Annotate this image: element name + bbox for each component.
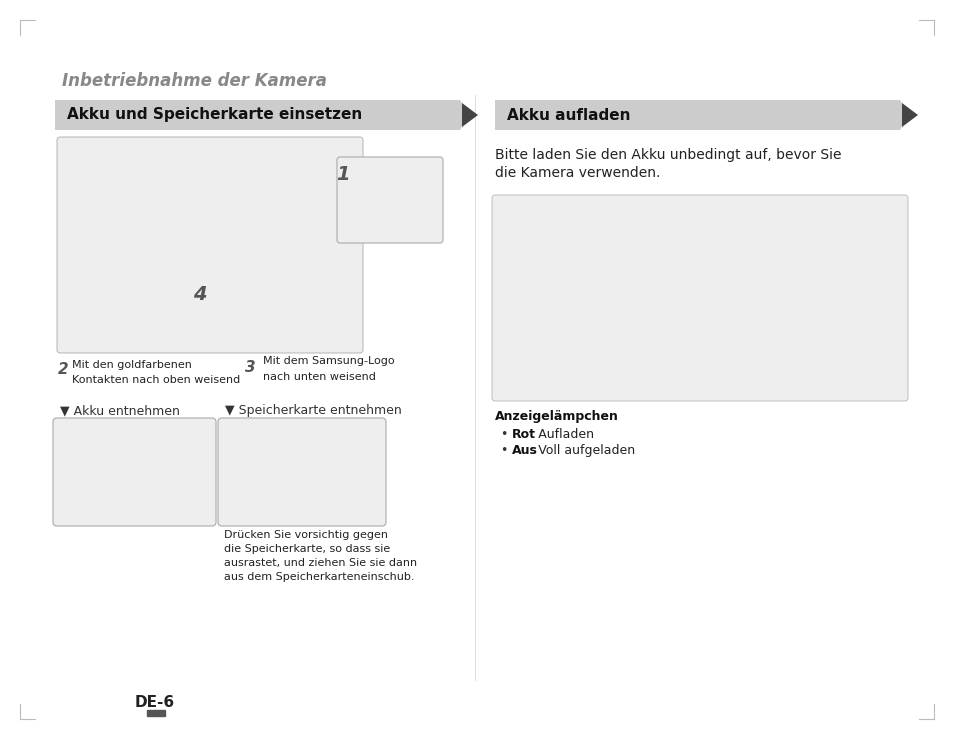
Text: Kontakten nach oben weisend: Kontakten nach oben weisend	[71, 375, 240, 385]
Polygon shape	[901, 103, 917, 127]
Text: nach unten weisend: nach unten weisend	[263, 372, 375, 382]
Text: Aus: Aus	[512, 444, 537, 457]
Text: Anzeigelämpchen: Anzeigelämpchen	[495, 410, 618, 423]
Text: 4: 4	[193, 285, 207, 304]
Polygon shape	[55, 100, 470, 130]
FancyBboxPatch shape	[492, 195, 907, 401]
Bar	[147, 710, 165, 716]
Text: Akku und Speicherkarte einsetzen: Akku und Speicherkarte einsetzen	[67, 107, 362, 123]
FancyBboxPatch shape	[57, 137, 363, 353]
Text: Rot: Rot	[512, 428, 536, 441]
Text: Akku aufladen: Akku aufladen	[506, 107, 630, 123]
Text: ▼ Akku entnehmen: ▼ Akku entnehmen	[60, 404, 180, 417]
Text: ▼ Speicherkarte entnehmen: ▼ Speicherkarte entnehmen	[225, 404, 401, 417]
FancyBboxPatch shape	[336, 157, 442, 243]
Polygon shape	[495, 100, 909, 130]
Polygon shape	[461, 103, 477, 127]
Text: Inbetriebnahme der Kamera: Inbetriebnahme der Kamera	[62, 72, 327, 90]
FancyBboxPatch shape	[218, 418, 386, 526]
Text: : Aufladen: : Aufladen	[530, 428, 594, 441]
Text: 3: 3	[245, 360, 255, 375]
FancyBboxPatch shape	[53, 418, 215, 526]
Text: 2: 2	[58, 362, 69, 377]
Text: : Voll aufgeladen: : Voll aufgeladen	[530, 444, 635, 457]
Text: die Kamera verwenden.: die Kamera verwenden.	[495, 166, 659, 180]
Text: •: •	[499, 428, 507, 441]
Text: ausrastet, und ziehen Sie sie dann: ausrastet, und ziehen Sie sie dann	[224, 558, 416, 568]
Text: aus dem Speicherkarteneinschub.: aus dem Speicherkarteneinschub.	[224, 572, 414, 582]
Text: •: •	[499, 444, 507, 457]
Text: 1: 1	[336, 166, 350, 185]
Text: Mit den goldfarbenen: Mit den goldfarbenen	[71, 360, 192, 370]
Text: die Speicherkarte, so dass sie: die Speicherkarte, so dass sie	[224, 544, 390, 554]
Text: Mit dem Samsung-Logo: Mit dem Samsung-Logo	[263, 356, 395, 366]
Text: Bitte laden Sie den Akku unbedingt auf, bevor Sie: Bitte laden Sie den Akku unbedingt auf, …	[495, 148, 841, 162]
Text: DE-6: DE-6	[134, 695, 175, 710]
Text: Drücken Sie vorsichtig gegen: Drücken Sie vorsichtig gegen	[224, 530, 388, 540]
